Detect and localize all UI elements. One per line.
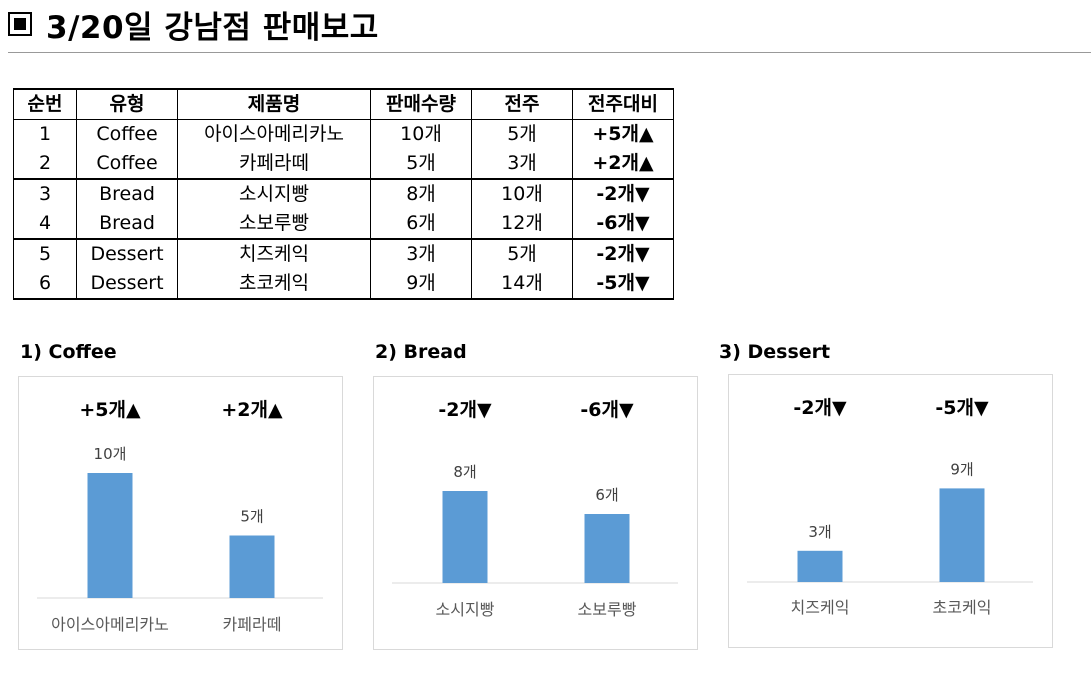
cell-change: -6개▼ <box>572 209 674 240</box>
table-header-row: 순번 유형 제품명 판매수량 전주 전주대비 <box>13 88 674 120</box>
change-label-1: +5개▲ <box>79 399 141 421</box>
cell-type: Dessert <box>76 269 178 300</box>
sales-table: 순번 유형 제품명 판매수량 전주 전주대비 1 Coffee 아이스아메리카노… <box>13 88 674 300</box>
header-prev-week: 전주 <box>471 88 573 120</box>
bar-1 <box>797 550 843 582</box>
bar-2 <box>229 535 275 598</box>
cell-prev-week: 3개 <box>471 149 573 180</box>
bar-2 <box>939 488 985 582</box>
bar-1 <box>87 473 133 598</box>
cell-product: 소보루빵 <box>177 209 371 240</box>
cell-change: -5개▼ <box>572 269 674 300</box>
data-label-2: 5개 <box>240 508 263 526</box>
cell-seq: 5 <box>13 238 77 269</box>
change-label-2: -6개▼ <box>580 399 634 421</box>
bar-2 <box>584 514 630 583</box>
chart-title-dessert: 3) Dessert <box>719 341 831 363</box>
cell-change: -2개▼ <box>572 238 674 269</box>
cell-type: Bread <box>76 209 178 240</box>
page-title: 3/20일 강남점 판매보고 <box>46 9 379 46</box>
cell-product: 소시지빵 <box>177 178 371 209</box>
cell-qty: 9개 <box>370 269 472 300</box>
cell-type: Coffee <box>76 149 178 180</box>
cell-product: 카페라떼 <box>177 149 371 180</box>
cell-change: +5개▲ <box>572 119 674 149</box>
cell-product: 초코케익 <box>177 269 371 300</box>
chart-bread-svg: 8개 -2개▼ 소시지빵 6개 -6개▼ 소보루빵 <box>392 399 678 619</box>
cell-prev-week: 12개 <box>471 209 573 240</box>
cell-type: Coffee <box>76 119 178 149</box>
cell-qty: 8개 <box>370 178 472 209</box>
change-label-2: -5개▼ <box>935 397 989 419</box>
cell-qty: 10개 <box>370 119 472 149</box>
header-seq: 순번 <box>13 88 77 120</box>
square-bullet-icon <box>8 12 32 36</box>
cell-qty: 6개 <box>370 209 472 240</box>
cell-change: -2개▼ <box>572 178 674 209</box>
table-row: 1 Coffee 아이스아메리카노 10개 5개 +5개▲ <box>13 119 674 149</box>
header-type: 유형 <box>76 88 178 120</box>
header-qty: 판매수량 <box>370 88 472 120</box>
cell-seq: 4 <box>13 209 77 240</box>
cell-seq: 3 <box>13 178 77 209</box>
data-label-1: 10개 <box>94 445 127 463</box>
report-header: 3/20일 강남점 판매보고 <box>8 2 379 46</box>
table-row: 6 Dessert 초코케익 9개 14개 -5개▼ <box>13 269 674 300</box>
cell-change: +2개▲ <box>572 149 674 180</box>
category-label-1: 아이스아메리카노 <box>51 615 169 634</box>
header-product: 제품명 <box>177 88 371 120</box>
cell-prev-week: 5개 <box>471 119 573 149</box>
cell-seq: 2 <box>13 149 77 180</box>
change-label-1: -2개▼ <box>438 399 492 421</box>
category-label-1: 치즈케익 <box>791 598 850 617</box>
cell-seq: 6 <box>13 269 77 300</box>
data-label-1: 3개 <box>808 523 831 541</box>
cell-qty: 3개 <box>370 238 472 269</box>
category-label-1: 소시지빵 <box>436 600 495 619</box>
cell-prev-week: 14개 <box>471 269 573 300</box>
cell-type: Dessert <box>76 238 178 269</box>
cell-prev-week: 5개 <box>471 238 573 269</box>
chart-bread: 8개 -2개▼ 소시지빵 6개 -6개▼ 소보루빵 <box>373 376 698 650</box>
change-label-1: -2개▼ <box>793 397 847 419</box>
category-label-2: 초코케익 <box>933 598 992 617</box>
data-label-1: 8개 <box>453 463 476 481</box>
table-row: 4 Bread 소보루빵 6개 12개 -6개▼ <box>13 209 674 240</box>
data-label-2: 6개 <box>595 486 618 504</box>
title-divider <box>8 52 1091 53</box>
data-label-2: 9개 <box>950 460 973 478</box>
cell-type: Bread <box>76 178 178 209</box>
chart-title-coffee: 1) Coffee <box>20 341 117 363</box>
category-label-2: 소보루빵 <box>578 600 637 619</box>
cell-prev-week: 10개 <box>471 178 573 209</box>
table-row: 5 Dessert 치즈케익 3개 5개 -2개▼ <box>13 238 674 269</box>
header-wow-change: 전주대비 <box>572 88 674 120</box>
change-label-2: +2개▲ <box>221 399 283 421</box>
chart-title-bread: 2) Bread <box>375 341 467 363</box>
cell-product: 아이스아메리카노 <box>177 119 371 149</box>
chart-dessert-svg: 3개 -2개▼ 치즈케익 9개 -5개▼ 초코케익 <box>747 397 1033 617</box>
chart-coffee: 10개 +5개▲ 아이스아메리카노 5개 +2개▲ 카페라떼 <box>18 376 343 650</box>
table-row: 2 Coffee 카페라떼 5개 3개 +2개▲ <box>13 149 674 180</box>
chart-coffee-svg: 10개 +5개▲ 아이스아메리카노 5개 +2개▲ 카페라떼 <box>37 399 323 634</box>
cell-product: 치즈케익 <box>177 238 371 269</box>
category-label-2: 카페라떼 <box>223 615 282 634</box>
cell-seq: 1 <box>13 119 77 149</box>
cell-qty: 5개 <box>370 149 472 180</box>
bar-1 <box>442 491 488 583</box>
table-row: 3 Bread 소시지빵 8개 10개 -2개▼ <box>13 178 674 209</box>
chart-dessert: 3개 -2개▼ 치즈케익 9개 -5개▼ 초코케익 <box>728 374 1053 648</box>
